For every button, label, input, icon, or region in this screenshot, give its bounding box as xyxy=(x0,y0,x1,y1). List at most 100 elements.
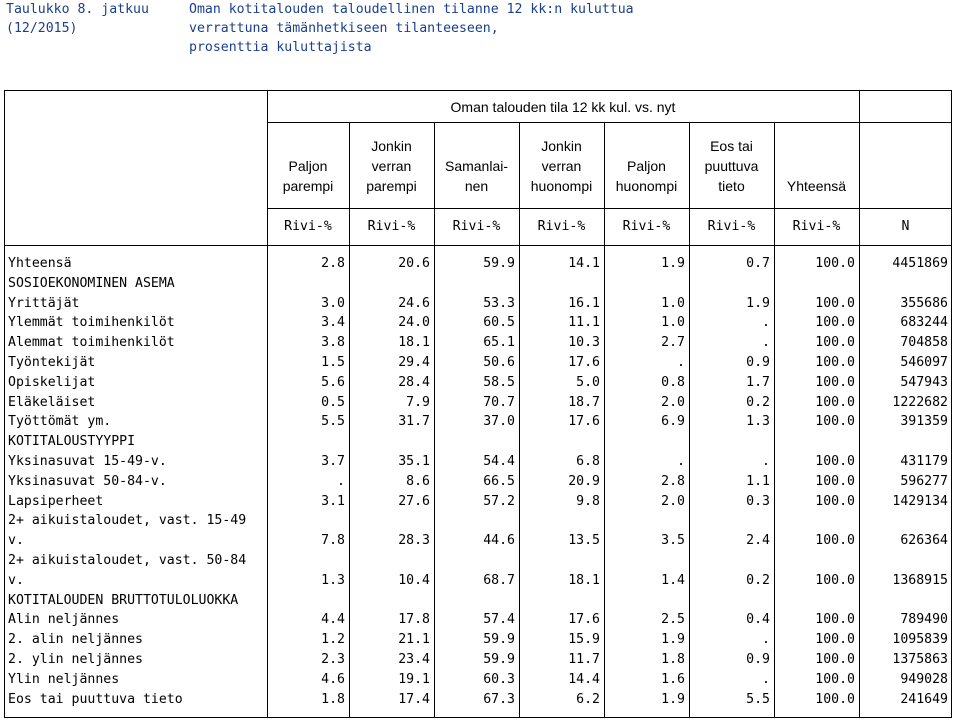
row-label: SOSIOEKONOMINEN ASEMA xyxy=(8,275,175,291)
row-label: Ylin neljännes xyxy=(8,671,120,687)
table-cell: . xyxy=(762,454,770,469)
row-label: Eläkeläiset xyxy=(8,394,96,410)
table-cell: 1375863 xyxy=(892,652,948,667)
row-label: 2. ylin neljännes xyxy=(8,652,143,667)
table-cell: 100.0 xyxy=(815,671,855,687)
table-cell: 5.6 xyxy=(321,374,345,390)
table-cell: 100.0 xyxy=(815,652,855,667)
row-label: Työntekijät xyxy=(8,355,96,370)
statistics-table: Oman talouden tila 12 kk kul. vs. nyt Pal… xyxy=(4,90,956,718)
table-cell: 1.1 xyxy=(746,473,770,489)
table-number: Taulukko 8. jatkuu xyxy=(6,2,149,17)
table-cell: 8.6 xyxy=(406,473,430,489)
column-header-line1: Jonkin xyxy=(541,138,582,154)
table-cell: 11.7 xyxy=(568,652,600,667)
table-cell: 6.9 xyxy=(661,414,685,430)
table-cell: 31.7 xyxy=(398,414,430,430)
table-cell: 0.5 xyxy=(321,394,345,410)
table-cell: 3.7 xyxy=(321,454,345,469)
table-cell: 17.6 xyxy=(568,355,600,370)
row-label: KOTITALOUDEN BRUTTOTULOLUOKKA xyxy=(8,592,239,608)
row-label: Yhteensä xyxy=(8,256,72,271)
table-cell: 60.5 xyxy=(483,315,515,331)
table-cell: 10.3 xyxy=(568,335,600,351)
table-cell: 54.4 xyxy=(483,454,515,469)
table-cell: 0.9 xyxy=(746,355,770,370)
column-unit: Rivi-% xyxy=(537,219,586,234)
table-cell: 1368915 xyxy=(892,572,948,588)
table-cell: 5.5 xyxy=(321,414,345,430)
table-cell: 24.6 xyxy=(398,295,430,311)
table-cell: 431179 xyxy=(900,454,948,469)
table-bottom-border xyxy=(4,717,952,718)
header-bottom-border xyxy=(4,245,952,246)
table-cell: . xyxy=(762,632,770,648)
table-cell: 5.0 xyxy=(576,374,600,390)
table-cell: 391359 xyxy=(900,414,948,430)
row-label: Alin neljännes xyxy=(8,612,120,628)
table-cell: 1.9 xyxy=(661,632,685,648)
table-cell: 17.6 xyxy=(568,414,600,430)
table-cell: . xyxy=(762,671,770,687)
table-cell: 241649 xyxy=(900,691,948,707)
row-label: Eos tai puuttuva tieto xyxy=(8,691,183,707)
table-cell: 3.0 xyxy=(321,295,345,311)
table-cell: . xyxy=(762,315,770,331)
table-cell: . xyxy=(337,473,345,489)
table-cell: 5.5 xyxy=(746,691,770,707)
column-header-line2: Samanlai- xyxy=(444,158,509,174)
column-unit: Rivi-% xyxy=(284,219,332,234)
table-cell: 1.7 xyxy=(746,374,770,390)
table-cell: 3.5 xyxy=(661,533,685,549)
table-cell: 4.4 xyxy=(321,612,345,628)
table-cell: 17.8 xyxy=(398,612,430,628)
row-label: Yksinasuvat 50-84-v. xyxy=(8,473,167,489)
column-unit: Rivi-% xyxy=(707,219,756,234)
table-cell: 1.8 xyxy=(321,691,345,707)
column-header-line3: nen xyxy=(464,178,489,194)
table-cell: 3.8 xyxy=(321,335,345,351)
column-header-line3: parempi xyxy=(282,178,334,194)
table-cell: 27.6 xyxy=(398,493,430,509)
table-cell: 0.4 xyxy=(746,612,770,628)
table-cell: 59.9 xyxy=(483,256,515,271)
row-label: v. xyxy=(8,533,24,549)
table-cell: 35.1 xyxy=(398,454,430,469)
column-unit: Rivi-% xyxy=(367,219,416,234)
table-cell: 59.9 xyxy=(483,632,515,648)
table-cell: 100.0 xyxy=(815,414,855,430)
table-cell: 68.7 xyxy=(483,572,515,588)
table-cell: 14.4 xyxy=(568,671,600,687)
table-cell: 59.9 xyxy=(483,652,515,667)
table-cell: 9.8 xyxy=(576,493,600,509)
table-cell: 1.9 xyxy=(661,256,685,271)
table-top-border xyxy=(4,90,952,91)
table-cell: 1.9 xyxy=(661,691,685,707)
row-label: Opiskelijat xyxy=(8,374,96,390)
table-cell: 58.5 xyxy=(483,374,515,390)
table-cell: 14.1 xyxy=(568,256,600,271)
table-cell: 100.0 xyxy=(815,335,855,351)
column-header-line3: Yhteensä xyxy=(786,178,847,194)
row-label: 2+ aikuistaloudet, vast. 15-49 xyxy=(8,513,247,529)
table-cell: 2.8 xyxy=(661,473,685,489)
row-label: Yrittäjät xyxy=(8,295,80,311)
column-divider xyxy=(349,122,350,717)
row-label: Ylemmät toimihenkilöt xyxy=(8,315,175,331)
header-rule xyxy=(267,208,952,209)
table-cell: 24.0 xyxy=(398,315,430,331)
table-cell: 100.0 xyxy=(815,394,855,410)
table-cell: 57.4 xyxy=(483,612,515,628)
table-cell: 626364 xyxy=(900,533,948,549)
table-cell: 1222682 xyxy=(892,394,948,410)
spanner-label: Oman talouden tila 12 kk kul. vs. nyt xyxy=(450,99,676,115)
column-divider xyxy=(859,90,860,717)
column-header-line2: puuttuva xyxy=(704,158,759,174)
table-cell: 3.4 xyxy=(321,315,345,331)
row-label: Alemmat toimihenkilöt xyxy=(8,335,175,351)
table-cell: 683244 xyxy=(900,315,948,331)
table-cell: 547943 xyxy=(900,374,948,390)
table-cell: 1095839 xyxy=(892,632,948,648)
table-cell: 19.1 xyxy=(398,671,430,687)
row-label: 2+ aikuistaloudet, vast. 50-84 xyxy=(8,553,247,568)
